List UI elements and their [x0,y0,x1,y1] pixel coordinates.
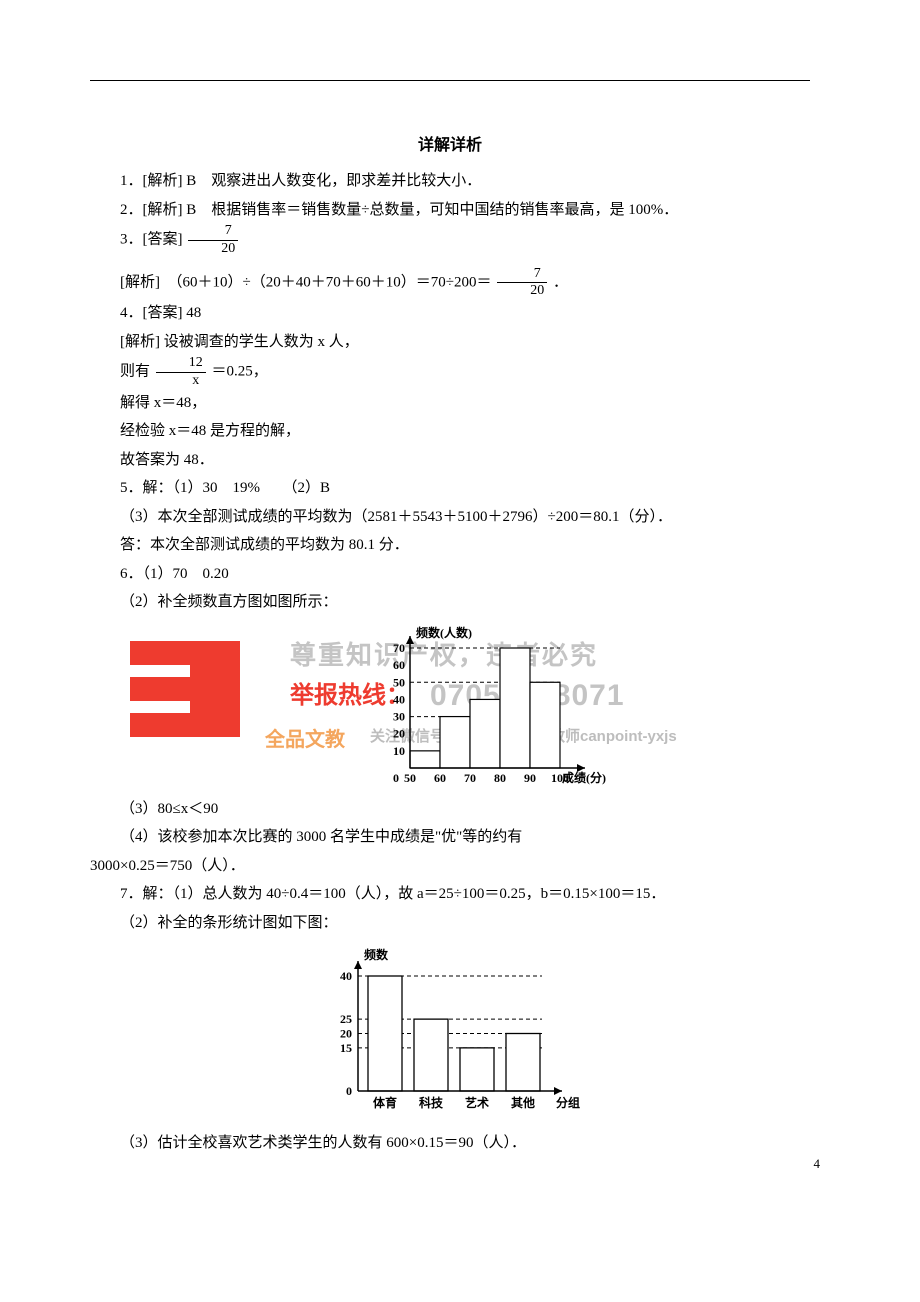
svg-text:15: 15 [340,1041,352,1055]
line-21: （3）估计全校喜欢艺术类学生的人数有 600×0.15＝90（人）． [90,1129,810,1158]
line-16: （3）80≤x＜90 [90,795,810,824]
svg-text:0: 0 [393,771,399,785]
frac-den: x [156,373,206,389]
line-7-tail: ＝0.25， [212,364,268,380]
frac-den: 20 [497,283,547,299]
svg-text:30: 30 [393,709,405,723]
svg-text:25: 25 [340,1012,352,1026]
svg-text:60: 60 [434,771,446,785]
line-6: [解析] 设被调查的学生人数为 x 人， [90,328,810,357]
line-20: （2）补全的条形统计图如下图： [90,909,810,938]
line-17: （4）该校参加本次比赛的 3000 名学生中成绩是"优"等的约有 [90,823,810,852]
line-13: 答：本次全部测试成绩的平均数为 80.1 分． [90,531,810,560]
frac-num: 12 [156,356,206,373]
frac-den: 20 [188,241,238,257]
top-rule [90,80,810,81]
svg-text:频数(人数): 频数(人数) [416,625,472,640]
svg-text:0: 0 [346,1084,352,1098]
svg-text:80: 80 [494,771,506,785]
line-10: 故答案为 48． [90,446,810,475]
svg-text:70: 70 [464,771,476,785]
fraction-7-20b: 7 20 [497,267,547,299]
svg-text:60: 60 [393,658,405,672]
svg-text:40: 40 [340,969,352,983]
svg-text:成绩(分): 成绩(分) [562,770,606,785]
line-14: 6．（1）70 0.20 [90,560,810,589]
line-7: 则有 12 x ＝0.25， [90,356,810,388]
svg-text:科技: 科技 [419,1095,444,1110]
watermark-logo [130,641,240,761]
line-4-text: [解析] （60＋10）÷（20＋40＋70＋60＋10）＝70÷200＝ [120,274,491,290]
svg-text:频数: 频数 [364,947,389,962]
line-5: 4．[答案] 48 [90,299,810,328]
line-4: [解析] （60＋10）÷（20＋40＋70＋60＋10）＝70÷200＝ 7 … [90,267,810,299]
watermark-line3a: 全品文教 [265,721,345,759]
frac-num: 7 [188,224,238,241]
svg-text:50: 50 [404,771,416,785]
svg-text:艺术: 艺术 [465,1095,489,1110]
line-2: 2．[解析] B 根据销售率＝销售数量÷总数量，可知中国结的销售率最高，是 10… [90,196,810,225]
line-19: 7．解：（1）总人数为 40÷0.4＝100（人），故 a＝25÷100＝0.2… [90,880,810,909]
svg-text:70: 70 [393,641,405,655]
svg-text:体育: 体育 [373,1095,397,1110]
line-8: 解得 x＝48， [90,389,810,418]
svg-text:20: 20 [340,1027,352,1041]
svg-text:90: 90 [524,771,536,785]
frac-num: 7 [497,267,547,284]
line-1: 1．[解析] B 观察进出人数变化，即求差并比较大小． [90,167,810,196]
svg-text:分组: 分组 [556,1095,580,1110]
line-9: 经检验 x＝48 是方程的解， [90,417,810,446]
svg-text:20: 20 [393,726,405,740]
line-11: 5．解：（1）30 19% （2）B [90,474,810,503]
bar-chart: 0 152025 40 体育 科技 艺术 其他 分组 频数 [90,941,810,1127]
svg-text:10: 10 [393,743,405,757]
line-15: （2）补全频数直方图如图所示： [90,588,810,617]
svg-text:50: 50 [393,675,405,689]
line-4-tail: ． [553,274,568,290]
line-18: 3000×0.25＝750（人）． [90,852,810,881]
line-12: （3）本次全部测试成绩的平均数为（2581＋5543＋5100＋2796）÷20… [90,503,810,532]
histogram-chart: 1020304050607050607080901000频数(人数)成绩(分) [370,623,630,788]
line-3: 3．[答案] 7 20 [90,224,810,256]
chart1-region: 尊重知识产权，违者必究 举报热线： 07058818071 全品文教 关注微信号… [90,623,810,793]
page-number: 4 [814,1152,821,1177]
line-3-text: 3．[答案] [120,232,186,248]
svg-text:其他: 其他 [511,1095,535,1110]
section-title: 详解详析 [90,131,810,161]
line-7-text: 则有 [120,364,150,380]
svg-text:40: 40 [393,692,405,706]
fraction-12-x: 12 x [156,356,206,388]
fraction-7-20: 7 20 [188,224,238,256]
